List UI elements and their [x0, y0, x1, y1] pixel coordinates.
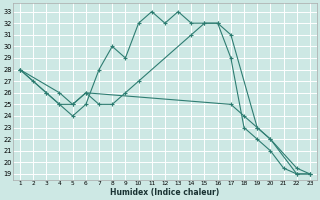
X-axis label: Humidex (Indice chaleur): Humidex (Indice chaleur) [110, 188, 220, 197]
